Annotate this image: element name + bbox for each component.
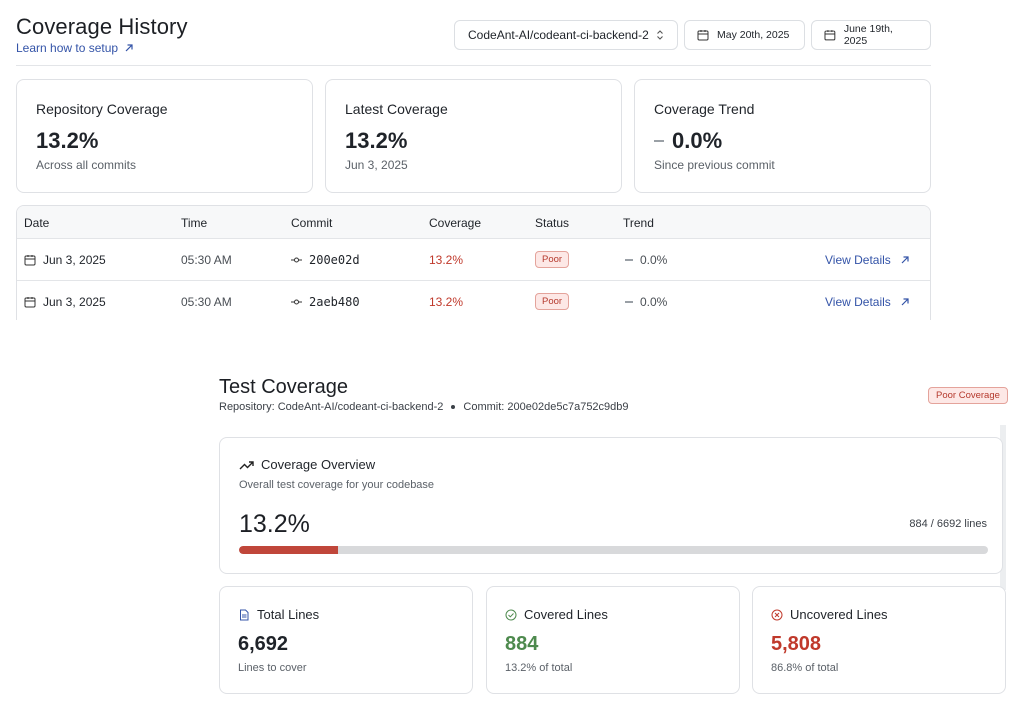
card-label: Coverage Trend <box>654 101 755 117</box>
date-from-value: May 20th, 2025 <box>717 29 790 41</box>
column-date: Date <box>24 216 50 230</box>
overview-percent: 13.2% <box>239 510 310 538</box>
coverage-history-table: Date Time Commit Coverage Status Trend J… <box>16 205 931 335</box>
header-divider <box>16 65 931 66</box>
repository-coverage-card: Repository Coverage 13.2% Across all com… <box>16 79 313 193</box>
card-value: 13.2% <box>36 128 99 153</box>
time-cell: 05:30 AM <box>181 253 232 267</box>
coverage-trend-card: Coverage Trend 0.0% Since previous commi… <box>634 79 931 193</box>
view-details-link[interactable]: View Details <box>825 253 891 267</box>
git-commit-icon <box>291 299 302 305</box>
card-value: 6,692 <box>238 633 289 655</box>
x-circle-icon <box>771 609 783 620</box>
date-from-picker[interactable]: May 20th, 2025 <box>684 20 805 50</box>
test-coverage-title: Test Coverage <box>219 376 348 398</box>
trending-up-icon <box>239 460 254 469</box>
scrollbar[interactable] <box>1000 425 1006 590</box>
card-sub: Lines to cover <box>238 662 307 674</box>
table-row[interactable]: Jun 3, 2025 05:30 AM 2aeb480 13.2% Poor … <box>17 281 930 323</box>
dash-icon <box>625 301 633 303</box>
date-cell: Jun 3, 2025 <box>24 253 106 267</box>
date-to-value: June 19th, 2025 <box>843 23 893 47</box>
card-label: Total Lines <box>238 607 319 622</box>
repository-select-value: CodeAnt-AI/codeant-ci-backend-2 <box>468 28 649 42</box>
trend-cell: 0.0% <box>625 253 667 267</box>
separator-dot <box>451 405 456 409</box>
time-cell: 05:30 AM <box>181 295 232 309</box>
covered-lines-card: Covered Lines 884 13.2% of total <box>486 586 740 694</box>
calendar-icon <box>24 297 36 308</box>
setup-link[interactable]: Learn how to setup <box>16 41 134 55</box>
latest-coverage-card: Latest Coverage 13.2% Jun 3, 2025 <box>325 79 622 193</box>
card-value: 0.0% <box>654 128 722 154</box>
calendar-icon <box>24 255 36 266</box>
page-title: Coverage History <box>16 14 188 39</box>
dash-icon <box>654 140 664 142</box>
card-label: Covered Lines <box>505 607 608 622</box>
card-label: Repository Coverage <box>36 101 168 117</box>
poor-coverage-badge: Poor Coverage <box>928 387 1008 404</box>
document-icon <box>240 609 249 620</box>
test-coverage-meta: Repository: CodeAnt-AI/codeant-ci-backen… <box>219 401 629 413</box>
external-arrow-icon[interactable] <box>900 255 910 265</box>
table-header: Date Time Commit Coverage Status Trend <box>17 206 930 239</box>
status-badge: Poor <box>535 293 570 310</box>
card-sub: Since previous commit <box>654 158 775 172</box>
git-commit-icon <box>291 257 302 263</box>
overview-lines: 884 / 6692 lines <box>909 518 987 530</box>
card-value: 5,808 <box>771 633 822 655</box>
overview-description: Overall test coverage for your codebase <box>239 479 435 491</box>
check-circle-icon <box>505 609 517 620</box>
overview-heading: Coverage Overview <box>239 457 375 472</box>
total-lines-card: Total Lines 6,692 Lines to cover <box>219 586 473 694</box>
setup-link-label: Learn how to setup <box>16 41 119 55</box>
column-commit: Commit <box>291 216 333 230</box>
coverage-history-panel: Coverage History Learn how to setup Code… <box>0 0 940 335</box>
card-label: Uncovered Lines <box>771 607 888 622</box>
commit-label: Commit: 200e02de5c7a752c9db9 <box>463 401 629 413</box>
card-sub: 86.8% of total <box>771 662 839 674</box>
external-arrow-icon <box>125 44 133 52</box>
view-details-link[interactable]: View Details <box>825 295 891 309</box>
date-to-picker[interactable]: June 19th, 2025 <box>811 20 931 50</box>
date-cell: Jun 3, 2025 <box>24 295 106 309</box>
column-coverage: Coverage <box>429 216 482 230</box>
calendar-icon <box>697 30 709 41</box>
column-time: Time <box>181 216 208 230</box>
repository-label: Repository: CodeAnt-AI/codeant-ci-backen… <box>219 401 444 413</box>
external-arrow-icon[interactable] <box>900 297 910 307</box>
coverage-overview-card: Coverage Overview Overall test coverage … <box>219 437 1003 574</box>
card-sub: Across all commits <box>36 158 137 172</box>
table-row[interactable]: Jun 3, 2025 05:30 AM 200e02d 13.2% Poor … <box>17 239 930 281</box>
column-status: Status <box>535 216 570 230</box>
calendar-icon <box>824 30 836 41</box>
card-label: Latest Coverage <box>345 101 448 117</box>
status-badge: Poor <box>535 251 570 268</box>
trend-cell: 0.0% <box>625 295 667 309</box>
coverage-cell: 13.2% <box>429 253 464 267</box>
card-sub: 13.2% of total <box>505 662 573 674</box>
column-trend: Trend <box>623 216 654 230</box>
chevron-up-down-icon <box>657 30 663 40</box>
repository-select[interactable]: CodeAnt-AI/codeant-ci-backend-2 <box>454 20 678 50</box>
commit-cell: 200e02d <box>291 253 360 267</box>
coverage-cell: 13.2% <box>429 295 464 309</box>
coverage-progress-fill <box>239 546 338 554</box>
commit-cell: 2aeb480 <box>291 295 360 309</box>
dash-icon <box>625 259 633 261</box>
card-sub: Jun 3, 2025 <box>345 158 408 172</box>
card-value: 13.2% <box>345 128 408 153</box>
panel-gap <box>0 320 1024 350</box>
card-value: 884 <box>505 633 539 655</box>
uncovered-lines-card: Uncovered Lines 5,808 86.8% of total <box>752 586 1006 694</box>
coverage-progress-bar <box>239 546 988 554</box>
